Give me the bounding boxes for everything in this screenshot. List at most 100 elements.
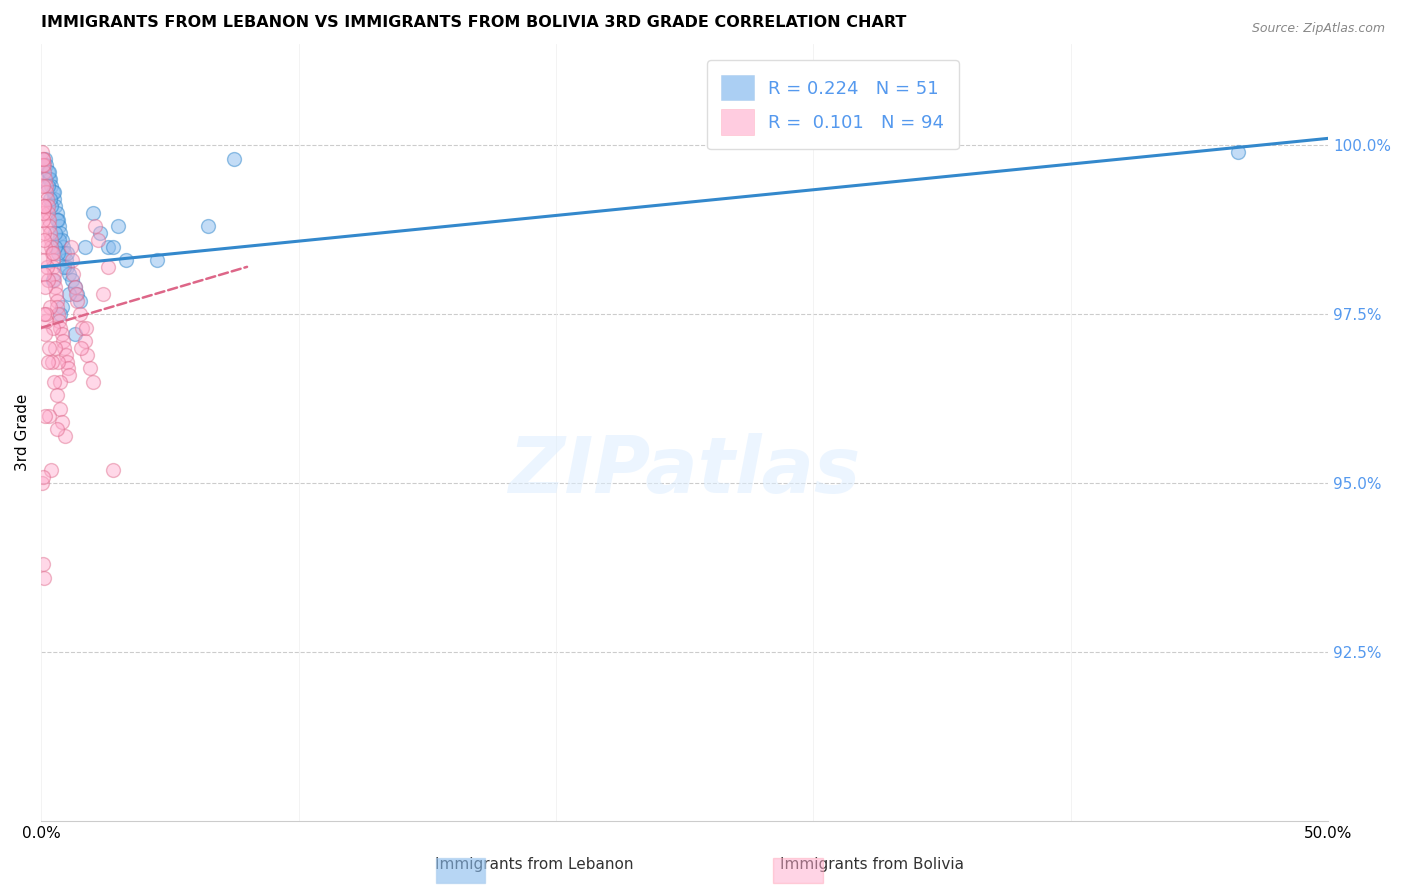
Point — [52, 239, 75, 253]
Point — [41, 178, 63, 193]
Point — [53, 246, 76, 260]
Point — [49, 307, 72, 321]
Point — [41, 253, 63, 268]
Point — [45, 212, 67, 227]
Text: IMMIGRANTS FROM LEBANON VS IMMIGRANTS FROM BOLIVIA 3RD GRADE CORRELATION CHART: IMMIGRANTS FROM LEBANON VS IMMIGRANTS FR… — [41, 15, 907, 30]
Point — [63, 280, 86, 294]
Point — [39, 233, 62, 247]
Point — [32, 253, 55, 268]
Point — [49, 320, 72, 334]
Point — [84, 219, 107, 234]
Point — [46, 301, 69, 315]
Point — [38, 212, 60, 227]
Point — [37, 273, 59, 287]
Point — [65, 286, 87, 301]
Point — [60, 253, 83, 268]
Point — [58, 286, 80, 301]
Point — [51, 416, 73, 430]
Point — [146, 253, 169, 268]
Y-axis label: 3rd Grade: 3rd Grade — [15, 394, 30, 471]
Point — [34, 327, 56, 342]
Point — [66, 293, 89, 308]
Point — [41, 273, 63, 287]
Point — [32, 199, 55, 213]
Point — [91, 286, 114, 301]
Point — [1227, 145, 1250, 159]
Point — [32, 152, 55, 166]
Point — [63, 327, 86, 342]
Point — [53, 429, 76, 443]
Point — [97, 239, 120, 253]
Point — [51, 233, 73, 247]
Point — [35, 186, 58, 200]
Point — [49, 226, 72, 240]
Point — [51, 327, 73, 342]
Point — [197, 219, 219, 234]
Point — [48, 233, 70, 247]
Point — [45, 286, 67, 301]
Point — [32, 178, 55, 193]
Point — [35, 314, 58, 328]
Point — [39, 172, 62, 186]
Point — [42, 260, 65, 274]
Point — [34, 172, 56, 186]
Point — [44, 199, 66, 213]
Point — [89, 226, 111, 240]
Point — [38, 219, 60, 234]
Point — [48, 401, 70, 416]
Point — [55, 253, 77, 268]
Point — [44, 239, 66, 253]
Point — [32, 226, 55, 240]
Point — [44, 273, 66, 287]
Point — [42, 267, 65, 281]
Point — [31, 145, 53, 159]
Point — [38, 409, 60, 423]
Point — [35, 307, 58, 321]
Point — [46, 307, 69, 321]
Point — [82, 375, 104, 389]
Point — [42, 186, 65, 200]
Point — [37, 165, 59, 179]
Point — [37, 199, 59, 213]
Point — [34, 409, 56, 423]
Point — [35, 158, 58, 172]
Point — [52, 334, 75, 349]
Point — [41, 320, 63, 334]
Point — [45, 206, 67, 220]
Point — [34, 152, 56, 166]
Point — [69, 293, 91, 308]
Point — [76, 348, 98, 362]
Point — [41, 246, 63, 260]
Point — [73, 334, 96, 349]
Point — [44, 280, 66, 294]
Point — [69, 307, 91, 321]
Point — [32, 158, 55, 172]
Point — [39, 226, 62, 240]
Point — [39, 463, 62, 477]
Point — [32, 206, 55, 220]
Point — [70, 341, 93, 355]
Point — [103, 239, 125, 253]
Point — [46, 354, 69, 368]
Point — [87, 233, 110, 247]
Point — [44, 226, 66, 240]
Point — [32, 212, 55, 227]
Point — [35, 178, 58, 193]
Point — [31, 476, 53, 491]
Text: Immigrants from Bolivia: Immigrants from Bolivia — [780, 857, 963, 872]
Point — [42, 192, 65, 206]
Point — [37, 354, 59, 368]
Point — [32, 158, 55, 172]
Point — [82, 206, 104, 220]
Point — [39, 192, 62, 206]
Point — [41, 246, 63, 260]
Point — [32, 165, 55, 179]
Point — [38, 172, 60, 186]
Point — [58, 368, 80, 382]
Text: Immigrants from Lebanon: Immigrants from Lebanon — [434, 857, 634, 872]
Point — [115, 253, 138, 268]
Point — [53, 341, 76, 355]
Point — [48, 219, 70, 234]
Point — [45, 293, 67, 308]
Point — [41, 186, 63, 200]
